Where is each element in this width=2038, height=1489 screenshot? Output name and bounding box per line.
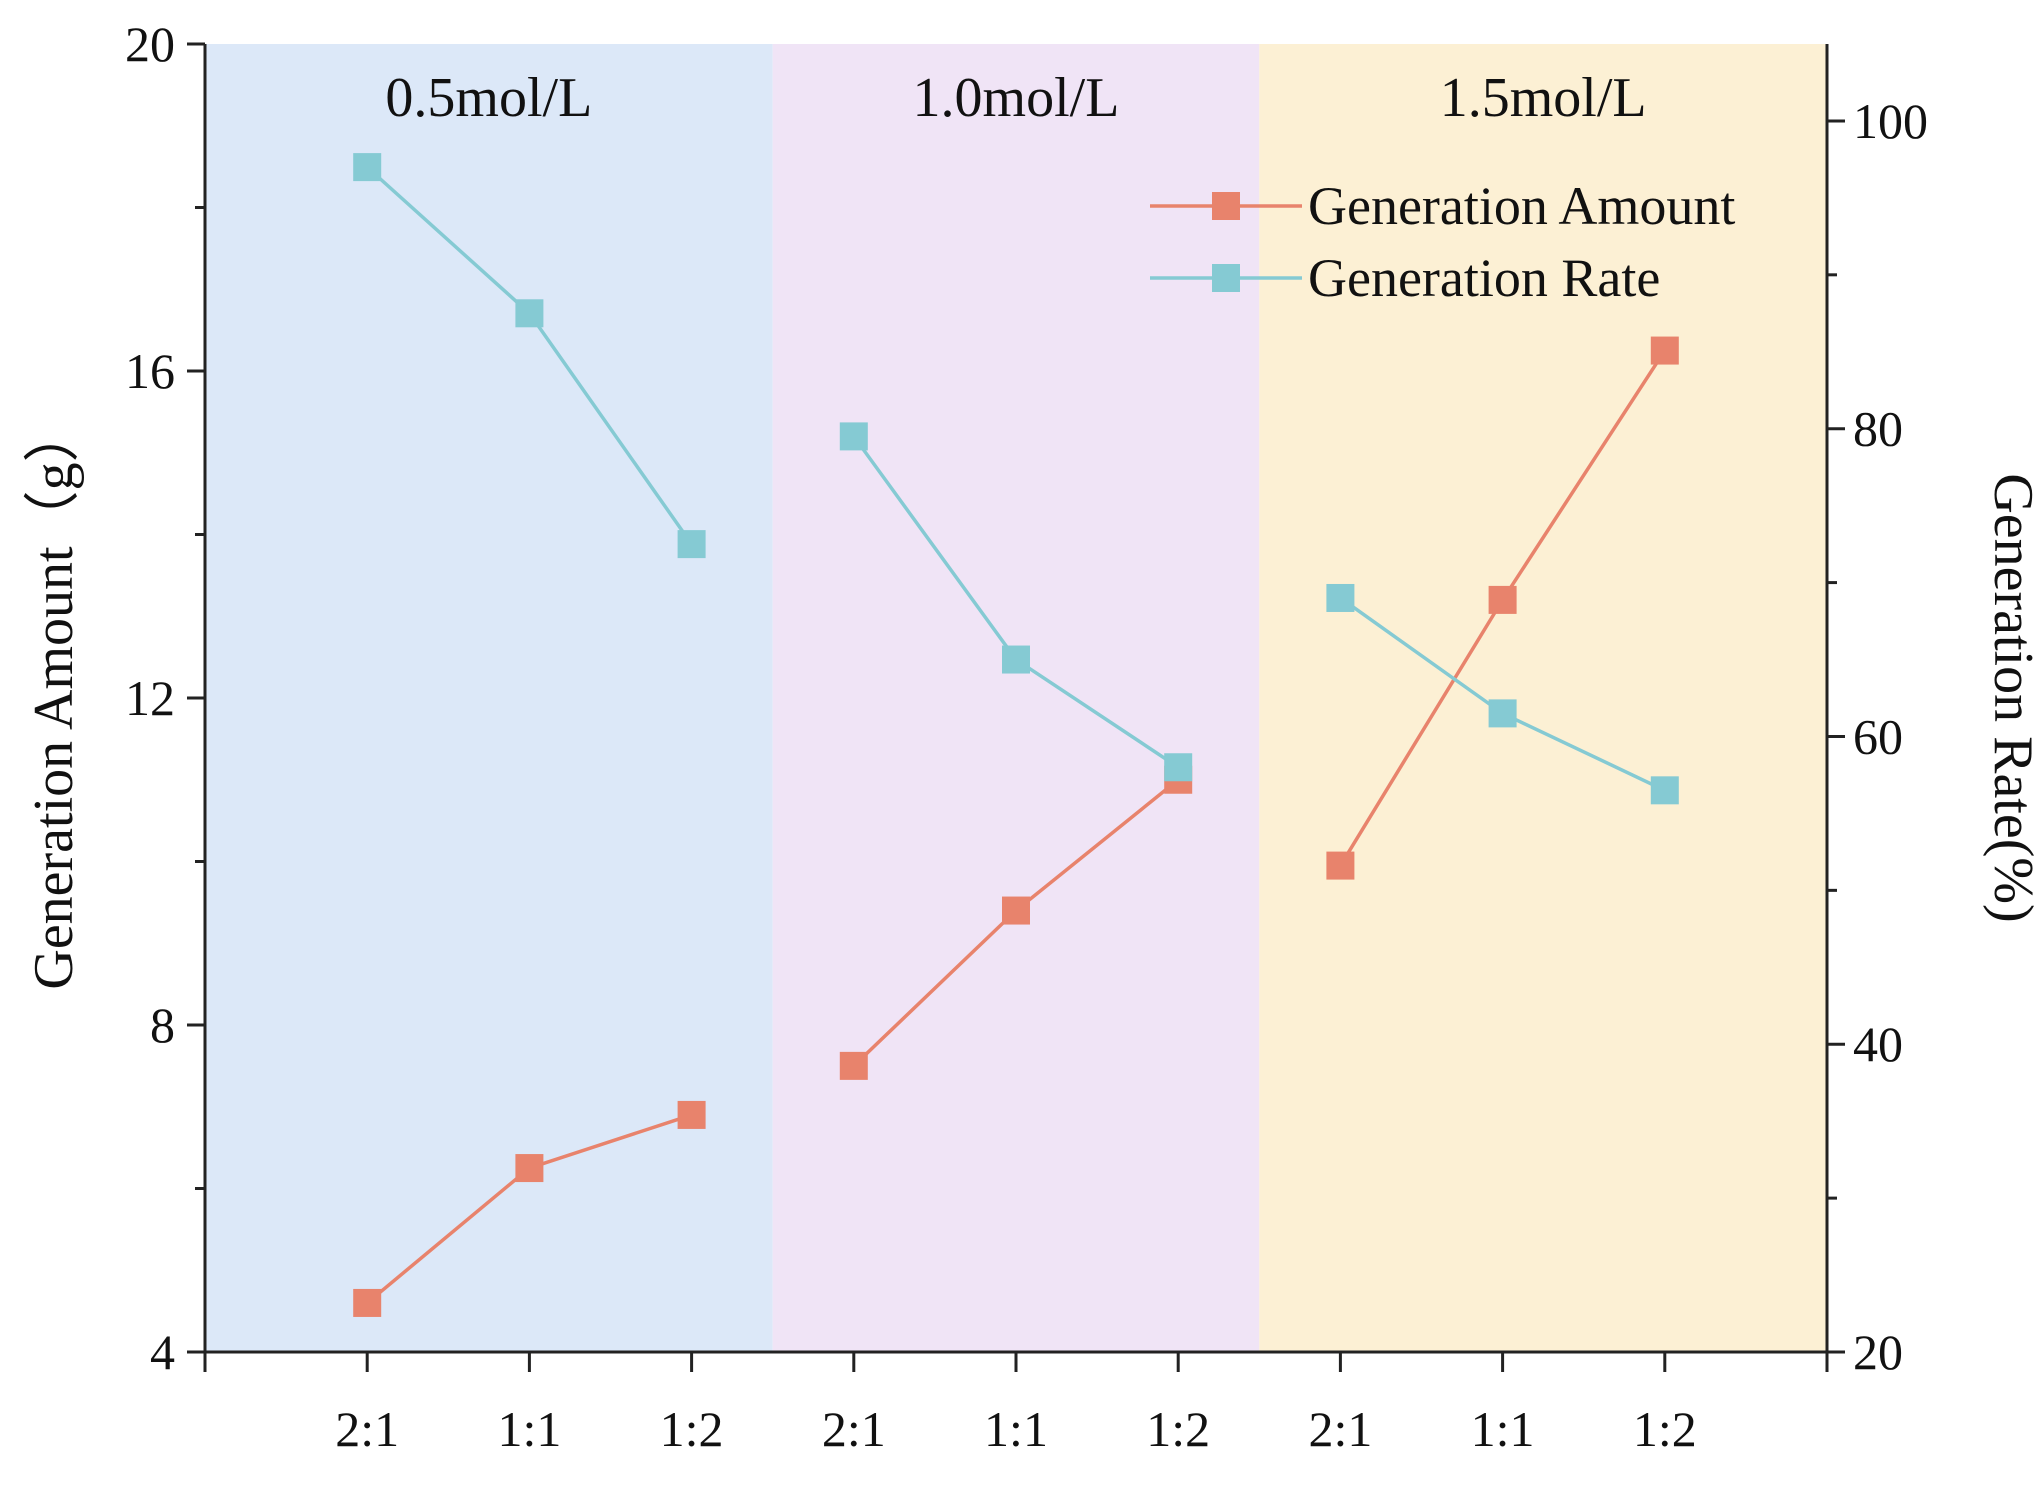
left-tick-label: 16 (125, 343, 175, 399)
x-tick-label: 1:1 (984, 1401, 1048, 1457)
series-1-point (1326, 583, 1355, 612)
group-label-2: 1.5mol/L (1440, 67, 1647, 129)
y-axis-left-title: Generation Amount（g） (23, 406, 85, 989)
series-1-point (839, 422, 868, 451)
series-1 (353, 153, 1679, 805)
left-tick-label: 20 (125, 16, 175, 72)
series-1-point (677, 530, 706, 559)
right-tick-label: 80 (1853, 401, 1903, 457)
x-tick-label: 1:2 (660, 1401, 724, 1457)
x-tick-label: 2:1 (822, 1401, 886, 1457)
x-tick-label: 2:1 (1308, 1401, 1372, 1457)
x-tick-label: 2:1 (335, 1401, 399, 1457)
series-0-point (353, 1288, 382, 1317)
left-tick-label: 12 (125, 670, 175, 726)
series-0-point (677, 1100, 706, 1129)
series-1-point (1488, 699, 1517, 728)
group-label-1: 1.0mol/L (913, 67, 1120, 129)
series-0-point (1002, 896, 1030, 925)
series-0-point (1326, 851, 1355, 880)
x-tick-label: 1:1 (1471, 1401, 1535, 1457)
right-tick-label: 60 (1853, 708, 1903, 764)
series-1-point (1002, 645, 1030, 674)
right-tick-label: 20 (1853, 1324, 1903, 1380)
legend-marker-1 (1212, 264, 1240, 292)
series-0 (353, 336, 1679, 1317)
x-tick-label: 1:2 (1146, 1401, 1210, 1457)
y-axis-right-title: Generation Rate(%) (1982, 473, 2038, 922)
group-region-0 (205, 44, 773, 1352)
group-region-2 (1259, 44, 1827, 1352)
group-regions: 0.5mol/L 1.0mol/L 1.5mol/L (205, 44, 1827, 1352)
series-1-point (1164, 753, 1193, 782)
series-1-point (353, 153, 382, 182)
series-0-point (839, 1051, 868, 1080)
series-1-point (515, 299, 544, 328)
group-label-0: 0.5mol/L (385, 67, 592, 129)
legend-marker-0 (1212, 192, 1240, 220)
right-tick-label: 100 (1853, 93, 1928, 149)
series-1-point (1650, 776, 1679, 805)
legend: Generation Amount Generation Rate (1150, 176, 1735, 308)
series-0-point (1650, 336, 1679, 365)
right-tick-label: 40 (1853, 1016, 1903, 1072)
left-tick-label: 8 (150, 997, 175, 1053)
axes: 4 8 12 16 20 20 40 60 80 100 2:1 1:1 1:2 2:1 1:1 1:2 2:1… (23, 16, 2038, 1457)
legend-label-1: Generation Rate (1308, 248, 1660, 308)
series-layer (353, 153, 1679, 1317)
group-region-1 (772, 44, 1260, 1352)
x-tick-label: 1:2 (1633, 1401, 1697, 1457)
series-0-point (1488, 585, 1517, 614)
left-tick-label: 4 (150, 1324, 175, 1380)
series-0-point (515, 1154, 544, 1183)
legend-label-0: Generation Amount (1308, 176, 1735, 236)
x-tick-label: 1:1 (497, 1401, 561, 1457)
